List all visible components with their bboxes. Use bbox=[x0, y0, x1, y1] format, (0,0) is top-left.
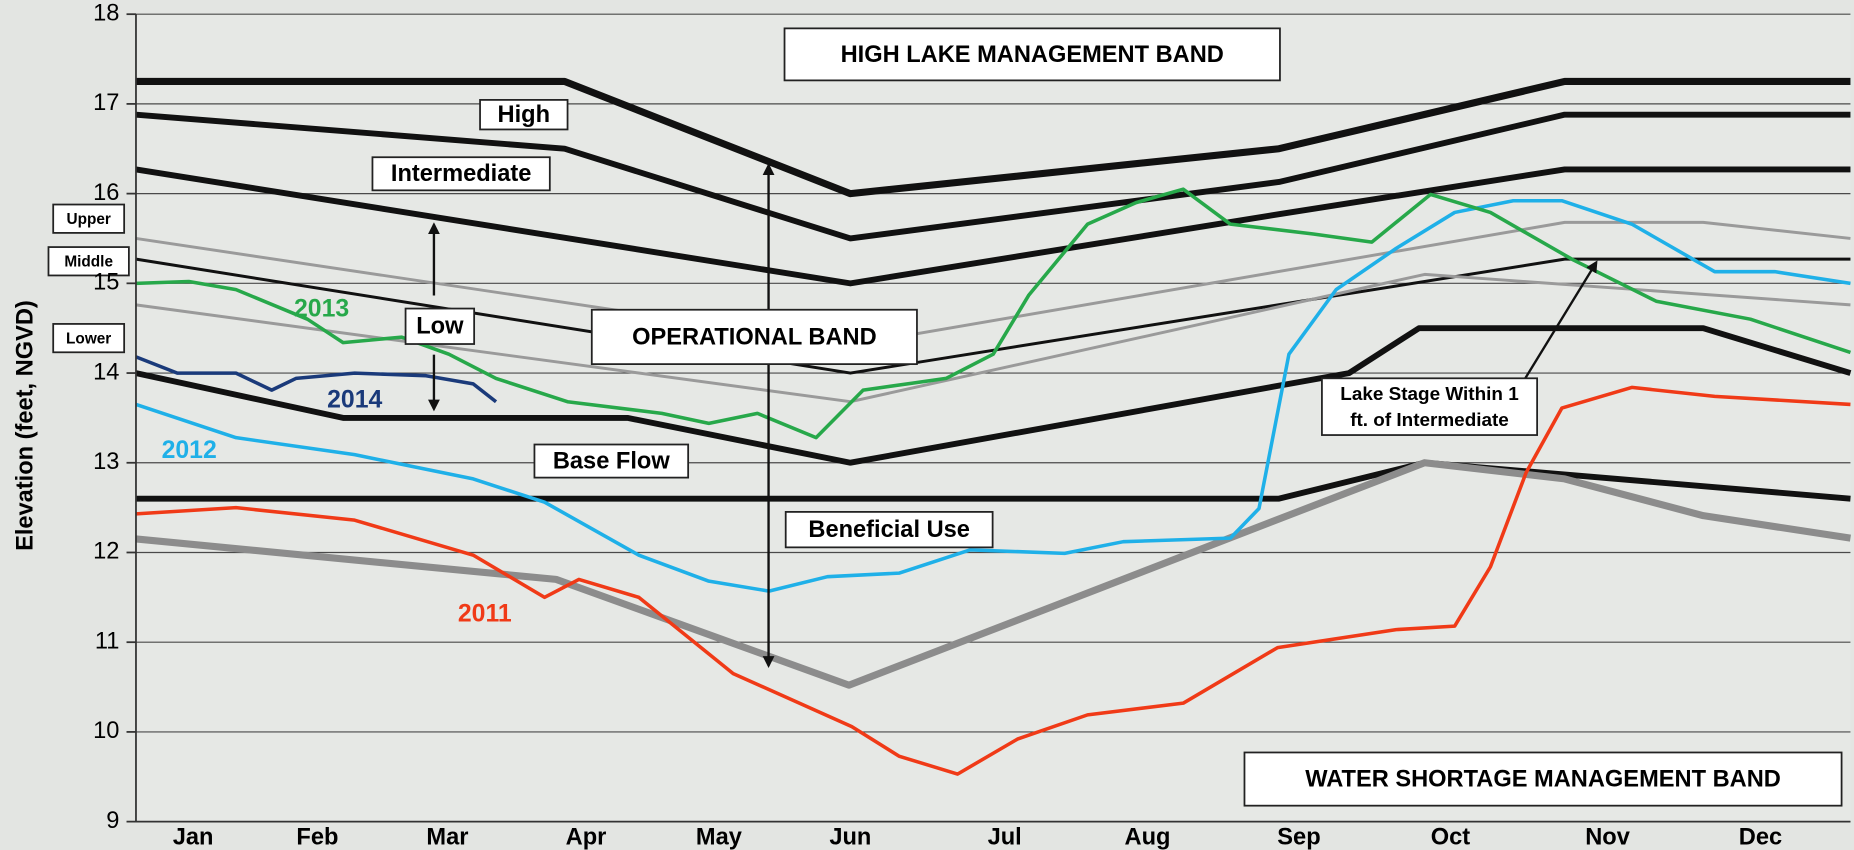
annotation: HIGH LAKE MANAGEMENT BAND bbox=[841, 42, 1224, 68]
series-line bbox=[135, 385, 1851, 776]
series-line bbox=[135, 355, 498, 404]
annotation: Middle bbox=[64, 254, 113, 271]
annotation-box bbox=[784, 511, 994, 549]
annotation: OPERATIONAL BAND bbox=[632, 324, 877, 350]
annotation: Lake Stage Within 1 bbox=[1340, 384, 1518, 405]
x-tick-label: Oct bbox=[1431, 824, 1471, 850]
x-tick-label: Nov bbox=[1585, 824, 1630, 850]
annotation-box bbox=[479, 99, 569, 131]
annotation-box bbox=[590, 308, 918, 366]
annotation-box bbox=[1243, 751, 1843, 807]
series-line bbox=[135, 77, 1851, 198]
x-tick-label: Sep bbox=[1277, 824, 1320, 850]
x-tick-label: Aug bbox=[1125, 824, 1171, 850]
annotation: Low bbox=[416, 314, 464, 340]
arrow bbox=[1524, 260, 1598, 379]
x-tick-label: Apr bbox=[566, 824, 607, 850]
x-tick-label: Feb bbox=[296, 824, 338, 850]
x-tick-label: May bbox=[696, 824, 743, 850]
annotation: High bbox=[498, 102, 551, 128]
lines bbox=[135, 77, 1852, 776]
y-tick-label: 11 bbox=[95, 628, 120, 654]
y-axis-label: Elevation (feet, NGVD) bbox=[12, 300, 38, 551]
annotation: Lower bbox=[66, 330, 111, 347]
y-tick-label: 9 bbox=[106, 808, 119, 834]
annotation: Beneficial Use bbox=[808, 517, 970, 543]
y-tick-label: 15 bbox=[93, 270, 119, 296]
x-tick-label: Jan bbox=[173, 824, 214, 850]
annotation: Intermediate bbox=[391, 161, 531, 187]
annotations: 2011 2012 2013 2014 HIGH LAKE MANAGEMENT BAN… bbox=[47, 27, 1843, 807]
series-line bbox=[135, 459, 1851, 689]
y-tick-label: 18 bbox=[93, 0, 119, 26]
annotation-box bbox=[52, 203, 126, 234]
annotation: ft. of Intermediate bbox=[1350, 410, 1509, 431]
y-tick-label: 17 bbox=[93, 90, 119, 116]
series-label: 2012 bbox=[162, 437, 217, 464]
y-tick-label: 10 bbox=[93, 718, 119, 744]
series-label: 2014 bbox=[327, 386, 382, 413]
x-tick-label: Dec bbox=[1739, 824, 1782, 850]
series-line bbox=[135, 198, 1851, 593]
series-label: 2011 bbox=[458, 600, 512, 627]
y-tick-label: 14 bbox=[93, 359, 119, 385]
series-line bbox=[135, 111, 1851, 242]
x-tick-label: Jun bbox=[829, 824, 871, 850]
series-line bbox=[135, 325, 1852, 466]
axes: Elevation (feet, NGVD) 9 10 11 12 13 14 15 16 17… bbox=[12, 0, 1851, 850]
annotation: WATER SHORTAGE MANAGEMENT BAND bbox=[1305, 767, 1781, 793]
annotation: Upper bbox=[66, 211, 110, 228]
series-line bbox=[135, 187, 1852, 440]
y-tick-label: 12 bbox=[93, 539, 119, 565]
series-label: 2013 bbox=[294, 295, 349, 322]
y-tick-label: 16 bbox=[93, 180, 119, 206]
series-line bbox=[135, 166, 1851, 287]
annotation-box bbox=[404, 307, 476, 345]
annotation-box bbox=[783, 27, 1281, 82]
annotation-box bbox=[1321, 377, 1539, 436]
annotation-box bbox=[52, 323, 126, 354]
series-line bbox=[135, 272, 1851, 404]
annotation-box bbox=[47, 246, 130, 277]
series-line bbox=[135, 459, 1851, 502]
x-tick-label: Mar bbox=[426, 824, 468, 850]
annotation-box bbox=[371, 156, 551, 192]
y-tick-label: 13 bbox=[93, 449, 119, 475]
annotation-box bbox=[533, 443, 690, 479]
x-tick-label: Jul bbox=[988, 824, 1022, 850]
annotation: Base Flow bbox=[553, 448, 670, 474]
series-line bbox=[135, 257, 1851, 375]
